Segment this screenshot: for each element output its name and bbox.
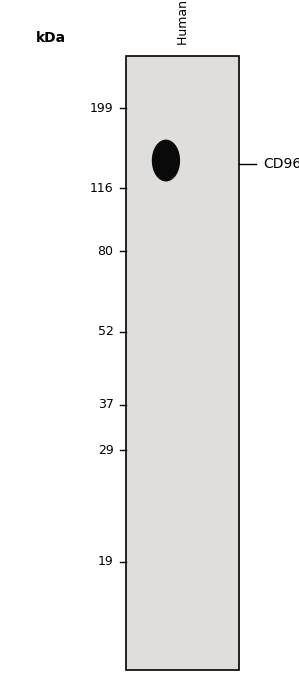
Text: 52: 52 — [98, 325, 114, 338]
Text: 116: 116 — [90, 182, 114, 195]
Text: Human Th2: Human Th2 — [177, 0, 190, 45]
Ellipse shape — [152, 140, 179, 181]
Text: kDa: kDa — [36, 31, 66, 45]
Text: CD96v2: CD96v2 — [263, 157, 299, 171]
Bar — [126, 56, 239, 670]
Text: 19: 19 — [98, 556, 114, 568]
Text: 37: 37 — [98, 399, 114, 411]
Text: 29: 29 — [98, 444, 114, 456]
Text: 80: 80 — [97, 245, 114, 258]
Text: 199: 199 — [90, 102, 114, 114]
